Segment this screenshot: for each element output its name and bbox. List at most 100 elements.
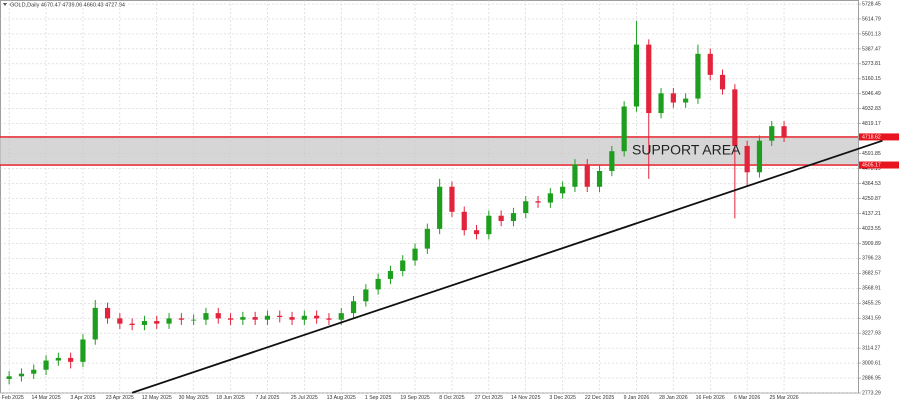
- x-tick-label: 13 Aug 2025: [327, 395, 356, 401]
- y-tick-label: 3114.27: [862, 345, 880, 351]
- y-tick-label: 3568.91: [862, 286, 881, 292]
- candle-body: [55, 357, 61, 361]
- candle-body: [646, 44, 652, 114]
- candle-body: [289, 317, 295, 320]
- y-tick-label: 3455.25: [862, 301, 881, 307]
- candle-body: [744, 145, 750, 173]
- candle-body: [141, 321, 148, 325]
- candle-body: [252, 317, 258, 320]
- y-tick-label: 4137.21: [862, 211, 881, 217]
- x-tick-label: 25 Mar 2026: [769, 395, 798, 401]
- candle-body: [18, 373, 25, 377]
- candle-body: [117, 318, 123, 324]
- candle-body: [80, 339, 86, 362]
- x-tick-label: 23 Apr 2025: [106, 395, 134, 401]
- candle-body: [326, 318, 332, 320]
- y-tick-label: 3909.89: [862, 241, 881, 247]
- candle-body: [178, 318, 184, 320]
- candle-body: [695, 53, 701, 99]
- candle-body: [719, 74, 726, 90]
- candle-body: [203, 313, 209, 320]
- candle-body: [572, 164, 578, 187]
- candle-body: [264, 315, 271, 320]
- candle-body: [240, 317, 246, 320]
- x-tick-label: 18 Jun 2025: [216, 395, 245, 401]
- candle-body: [424, 228, 430, 249]
- candle-body: [31, 369, 37, 374]
- x-tick-label: 19 Sep 2025: [400, 395, 430, 401]
- candle-body: [412, 248, 418, 261]
- candle-body: [375, 278, 381, 290]
- candle-body: [707, 53, 713, 75]
- x-tick-label: 3 Dec 2025: [549, 395, 576, 401]
- price-tag-label: 4718.62: [862, 134, 881, 140]
- x-tick-label: 25 Feb 2025: [0, 395, 24, 401]
- candle-body: [363, 289, 369, 302]
- candle-body: [129, 323, 135, 325]
- candle-body: [166, 318, 172, 324]
- candle-body: [92, 307, 98, 340]
- candle-body: [227, 318, 234, 320]
- candle-body: [400, 260, 406, 272]
- candle-body: [756, 140, 763, 173]
- y-tick-label: 5501.13: [862, 31, 881, 37]
- candle-body: [535, 201, 541, 203]
- candle-body: [523, 201, 529, 214]
- support-label: SUPPORT AREA: [632, 142, 741, 158]
- candle-body: [596, 170, 603, 187]
- candle-body: [449, 186, 455, 212]
- y-tick-label: 3000.61: [862, 360, 881, 366]
- x-tick-label: 22 Dec 2025: [585, 395, 615, 401]
- y-tick-label: 4250.87: [862, 196, 881, 202]
- candle-body: [314, 315, 320, 319]
- y-tick-label: 5614.79: [862, 16, 881, 22]
- candle-body: [277, 315, 283, 318]
- x-tick-label: 28 Jan 2026: [659, 395, 688, 401]
- candle-body: [437, 186, 443, 229]
- candle-body: [670, 93, 676, 103]
- y-tick-label: 5160.15: [862, 76, 881, 82]
- candle-body: [621, 106, 627, 152]
- candle-body: [191, 319, 197, 321]
- price-tag: [859, 133, 899, 141]
- x-tick-label: 14 Mar 2025: [31, 395, 60, 401]
- candle-body: [547, 193, 553, 203]
- x-tick-label: 8 Oct 2025: [439, 395, 464, 401]
- y-tick-label: 2773.29: [862, 390, 881, 396]
- y-tick-label: 4932.83: [862, 106, 881, 112]
- candle-body: [350, 301, 357, 314]
- candle-body: [510, 213, 517, 221]
- candle-body: [683, 98, 689, 103]
- x-tick-label: 6 Mar 2026: [734, 395, 760, 401]
- x-tick-label: 16 Feb 2026: [696, 395, 725, 401]
- y-tick-label: 3682.57: [862, 271, 881, 277]
- x-tick-label: 3 Apr 2025: [70, 395, 95, 401]
- x-tick-label: 12 May 2025: [142, 395, 172, 401]
- y-tick-label: 3796.23: [862, 256, 881, 262]
- candle-body: [560, 186, 566, 194]
- candle-body: [498, 215, 504, 221]
- x-tick-label: 27 Oct 2025: [475, 395, 503, 401]
- candle-body: [584, 164, 590, 187]
- x-tick-label: 14 Nov 2025: [511, 395, 541, 401]
- price-tag-label: 4505.17: [862, 162, 881, 168]
- candle-body: [387, 271, 394, 279]
- candle-body: [68, 357, 74, 362]
- y-tick-label: 4364.53: [862, 181, 881, 187]
- y-tick-label: 4591.85: [862, 151, 881, 157]
- candle-body: [769, 126, 775, 141]
- support-zone: [0, 136, 858, 166]
- price-tag: [859, 161, 899, 169]
- candle-body: [473, 230, 480, 235]
- candle-body: [658, 93, 664, 114]
- candle-body: [633, 44, 640, 107]
- plot-frame: [0, 0, 859, 394]
- candle-body: [104, 307, 111, 319]
- y-tick-label: 5046.49: [862, 91, 881, 97]
- y-tick-label: 5728.45: [862, 1, 881, 7]
- candle-body: [609, 151, 615, 171]
- x-tick-label: 25 Jul 2025: [291, 395, 318, 401]
- candle-body: [154, 321, 160, 324]
- x-tick-label: 1 Sep 2025: [365, 395, 392, 401]
